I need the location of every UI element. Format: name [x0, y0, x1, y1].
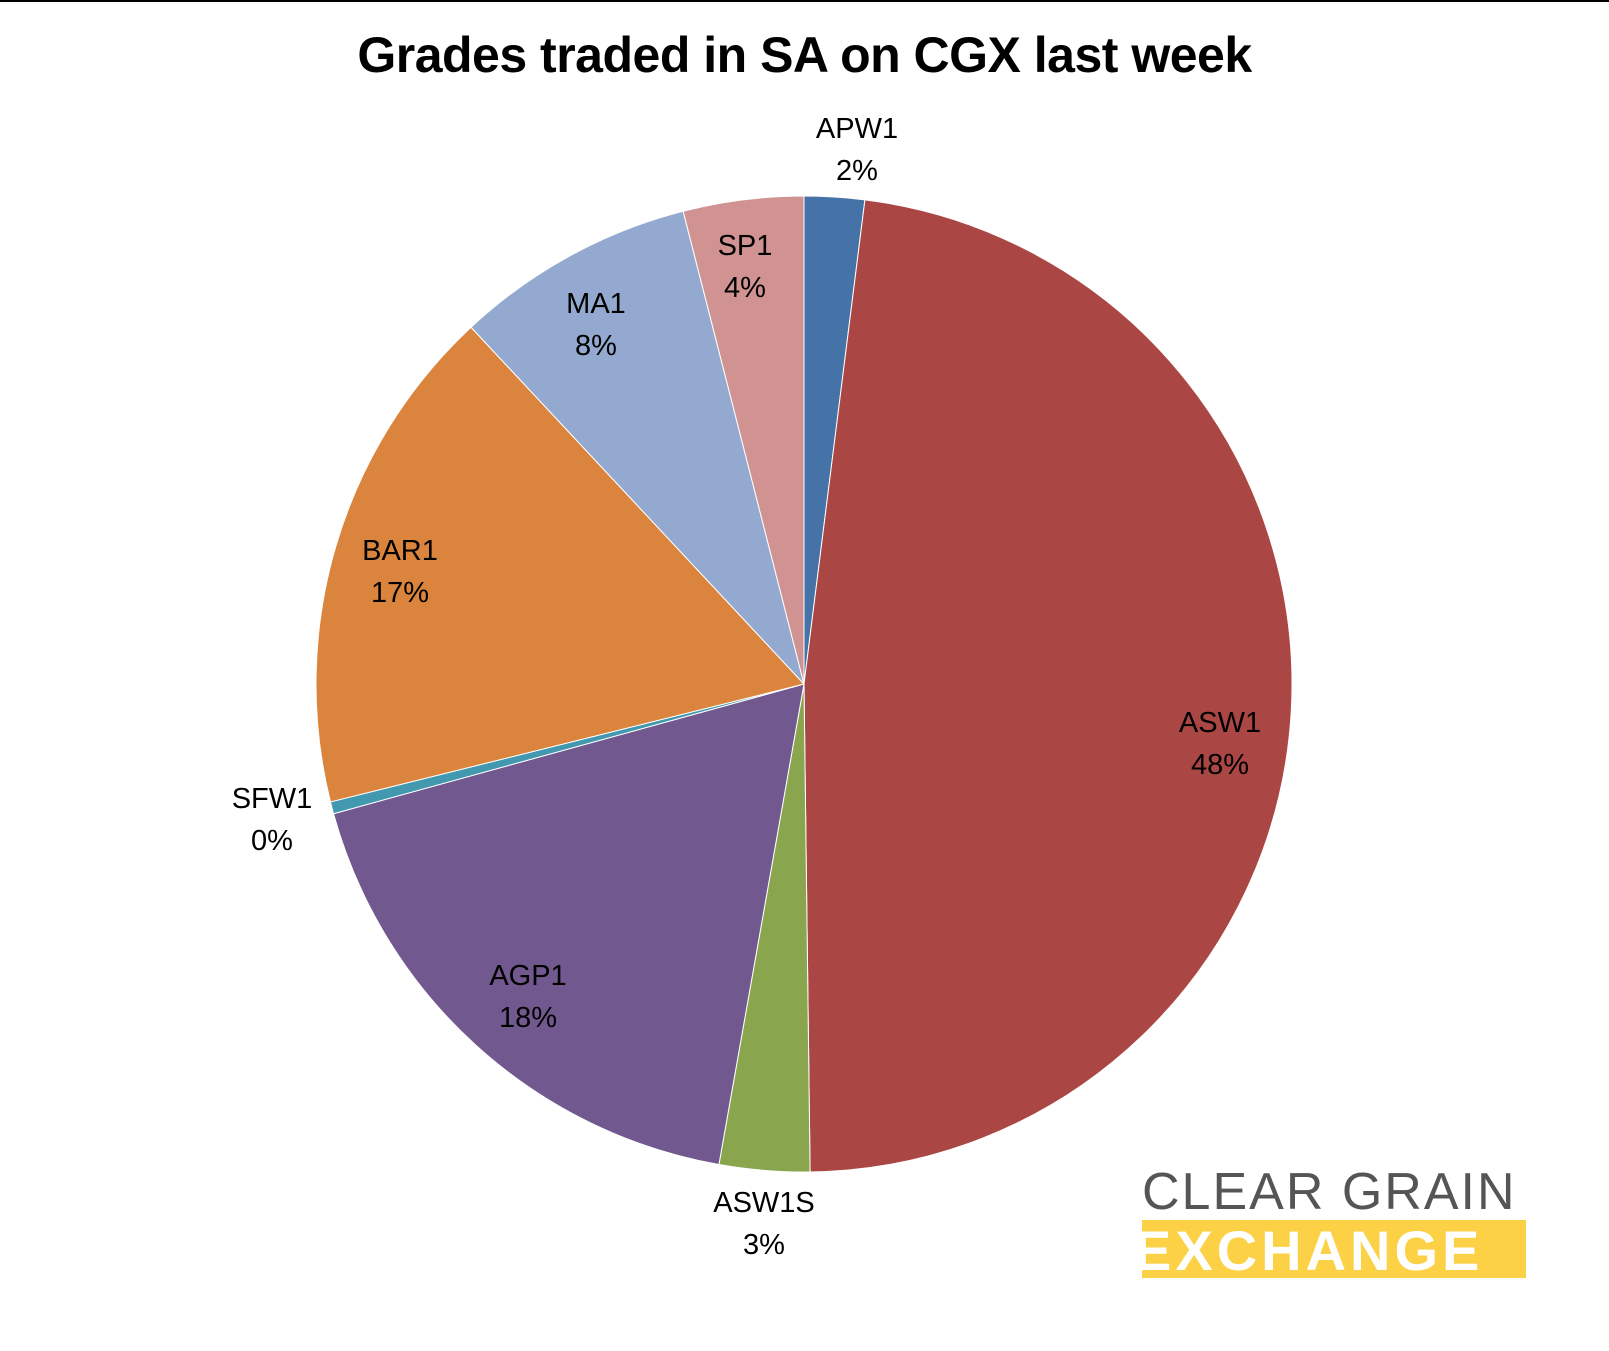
pie-slice-agp1 [332, 683, 805, 1166]
logo-line2: EXCHANGE [1142, 1220, 1526, 1278]
label-percent: 2% [836, 155, 878, 187]
label-category: ASW1 [1178, 707, 1262, 739]
pie-slice-asw1 [803, 199, 1293, 1173]
label-category: SFW1 [231, 783, 313, 815]
data-label-bar1: BAR1 17% [362, 530, 438, 614]
data-label-sp1: SP1 4% [718, 225, 773, 309]
data-label-ma1: MA1 8% [566, 283, 626, 367]
chart-title: Grades traded in SA on CGX last week [357, 27, 1252, 83]
label-category: ASW1S [713, 1187, 815, 1219]
pie-slice-sp1 [682, 195, 805, 685]
label-percent: 48% [1190, 749, 1250, 781]
label-percent: 4% [724, 272, 766, 304]
data-label-sfw1: SFW1 0% [232, 778, 313, 862]
data-label-agp1: AGP1 18% [489, 955, 566, 1039]
data-label-apw1: APW1 2% [816, 108, 898, 192]
pie-slice-bar1 [315, 326, 805, 803]
clear-grain-exchange-logo: CLEAR GRAIN EXCHANGE [1142, 1166, 1526, 1278]
label-percent: 0% [251, 825, 293, 857]
label-category: MA1 [566, 288, 626, 320]
label-category: AGP1 [489, 960, 567, 992]
top-border [0, 0, 1609, 2]
label-category: BAR1 [362, 535, 438, 567]
label-percent: 3% [743, 1229, 785, 1261]
label-percent: 17% [370, 577, 430, 609]
label-percent: 18% [498, 1002, 558, 1034]
logo-line1: CLEAR GRAIN [1142, 1163, 1517, 1221]
label-category: APW1 [815, 113, 899, 145]
pie-slices [315, 195, 1293, 1173]
pie-slice-ma1 [470, 210, 805, 685]
label-percent: 8% [575, 330, 617, 362]
data-label-asw1: ASW1 48% [1179, 702, 1261, 786]
data-label-asw1s: ASW1S 3% [713, 1182, 815, 1266]
label-category: SP1 [717, 230, 773, 262]
